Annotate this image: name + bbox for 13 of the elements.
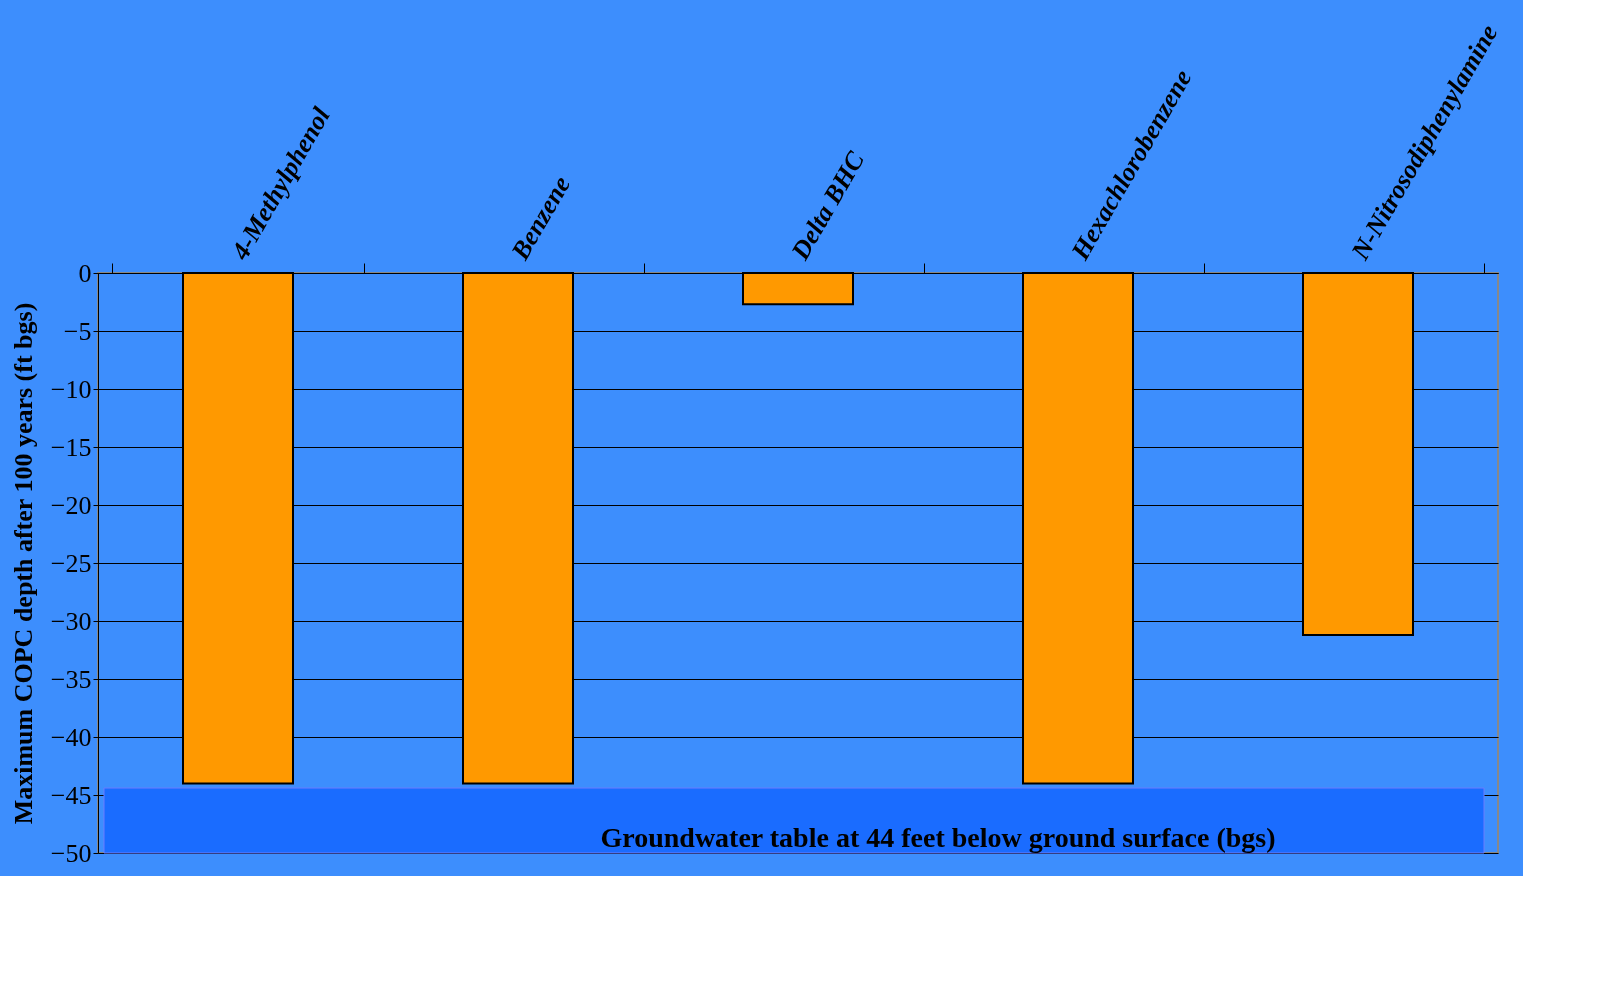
y-axis-title: Maximum COPC depth after 100 years (ft bgs) (8, 302, 38, 825)
y-tick-label: −30 (50, 606, 92, 636)
y-tick-label: −15 (50, 432, 92, 462)
y-tick-label: 0 (78, 258, 92, 288)
y-tick-label: −5 (63, 316, 92, 346)
y-tick-label: −10 (50, 374, 92, 404)
y-tick-label: −40 (50, 722, 92, 752)
y-tick-label: −45 (50, 780, 92, 810)
y-tick-label: −25 (50, 548, 92, 578)
y-tick-label: −35 (50, 664, 92, 694)
y-tick-label: −20 (50, 490, 92, 520)
band-label: Groundwater table at 44 feet below ground surface (bgs) (600, 822, 1276, 853)
y-tick-label: −50 (50, 838, 92, 868)
